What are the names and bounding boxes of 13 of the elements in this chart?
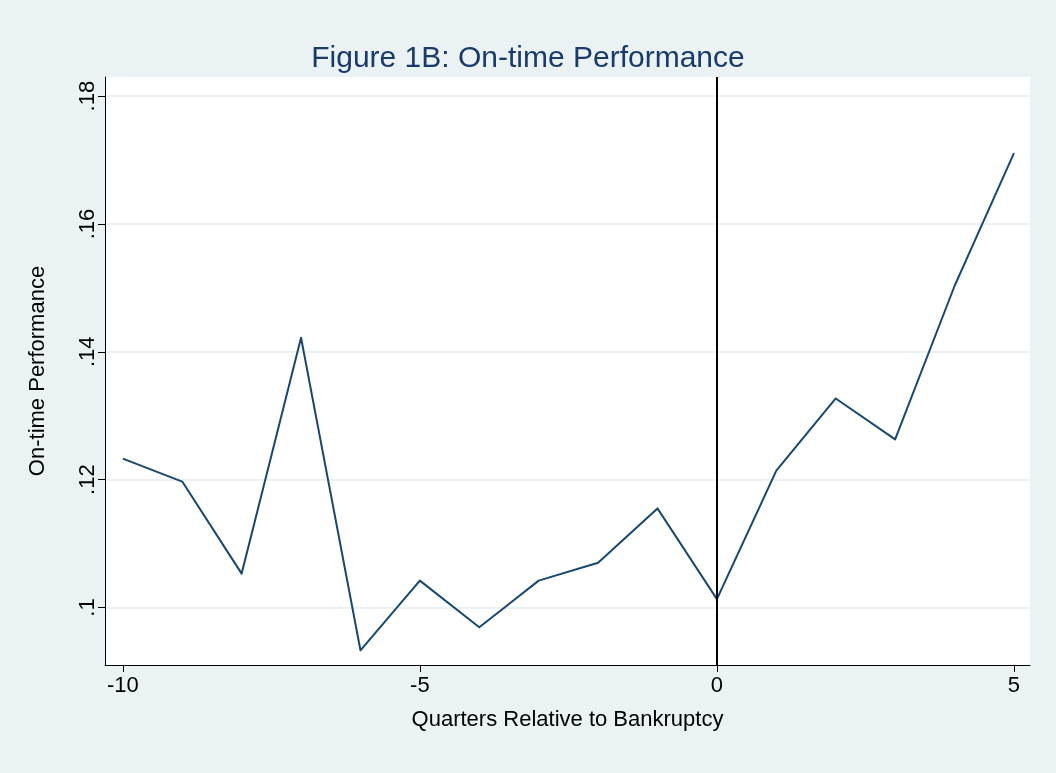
y-tick-label: .1 <box>73 598 99 617</box>
y-tick-label: .14 <box>73 336 99 368</box>
y-tick-label: .18 <box>73 80 99 112</box>
chart-title: Figure 1B: On-time Performance <box>311 39 745 73</box>
y-tick-label: .16 <box>73 208 99 240</box>
x-tick-label: 5 <box>1007 671 1021 697</box>
x-tick-label: -5 <box>410 671 430 697</box>
y-axis-title: On-time Performance <box>23 265 49 477</box>
y-tick-label: .12 <box>73 464 99 495</box>
line-series <box>121 152 1015 652</box>
x-tick-label: 0 <box>710 671 724 697</box>
x-axis-title: Quarters Relative to Bankruptcy <box>411 705 724 731</box>
x-tick-label: -10 <box>106 671 139 697</box>
